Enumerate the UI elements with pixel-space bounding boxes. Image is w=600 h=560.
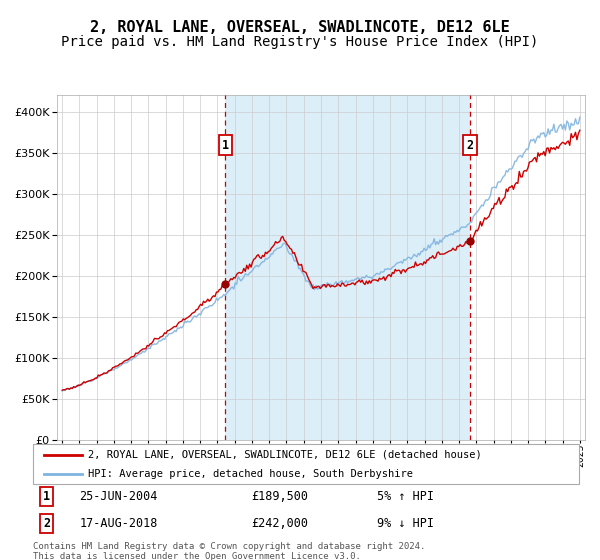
Text: 25-JUN-2004: 25-JUN-2004 [79,490,158,503]
Text: £242,000: £242,000 [251,517,308,530]
Text: 9% ↓ HPI: 9% ↓ HPI [377,517,434,530]
Text: Price paid vs. HM Land Registry's House Price Index (HPI): Price paid vs. HM Land Registry's House … [61,35,539,49]
Text: 2: 2 [466,139,473,152]
Text: HPI: Average price, detached house, South Derbyshire: HPI: Average price, detached house, Sout… [88,469,413,478]
Text: 2, ROYAL LANE, OVERSEAL, SWADLINCOTE, DE12 6LE (detached house): 2, ROYAL LANE, OVERSEAL, SWADLINCOTE, DE… [88,450,481,460]
Text: 1: 1 [43,490,50,503]
Text: Contains HM Land Registry data © Crown copyright and database right 2024.
This d: Contains HM Land Registry data © Crown c… [33,542,425,560]
Text: £189,500: £189,500 [251,490,308,503]
Text: 2, ROYAL LANE, OVERSEAL, SWADLINCOTE, DE12 6LE: 2, ROYAL LANE, OVERSEAL, SWADLINCOTE, DE… [90,20,510,35]
Text: 1: 1 [222,139,229,152]
Bar [226,95,470,440]
Text: 2: 2 [43,517,50,530]
Text: 17-AUG-2018: 17-AUG-2018 [79,517,158,530]
Text: 5% ↑ HPI: 5% ↑ HPI [377,490,434,503]
